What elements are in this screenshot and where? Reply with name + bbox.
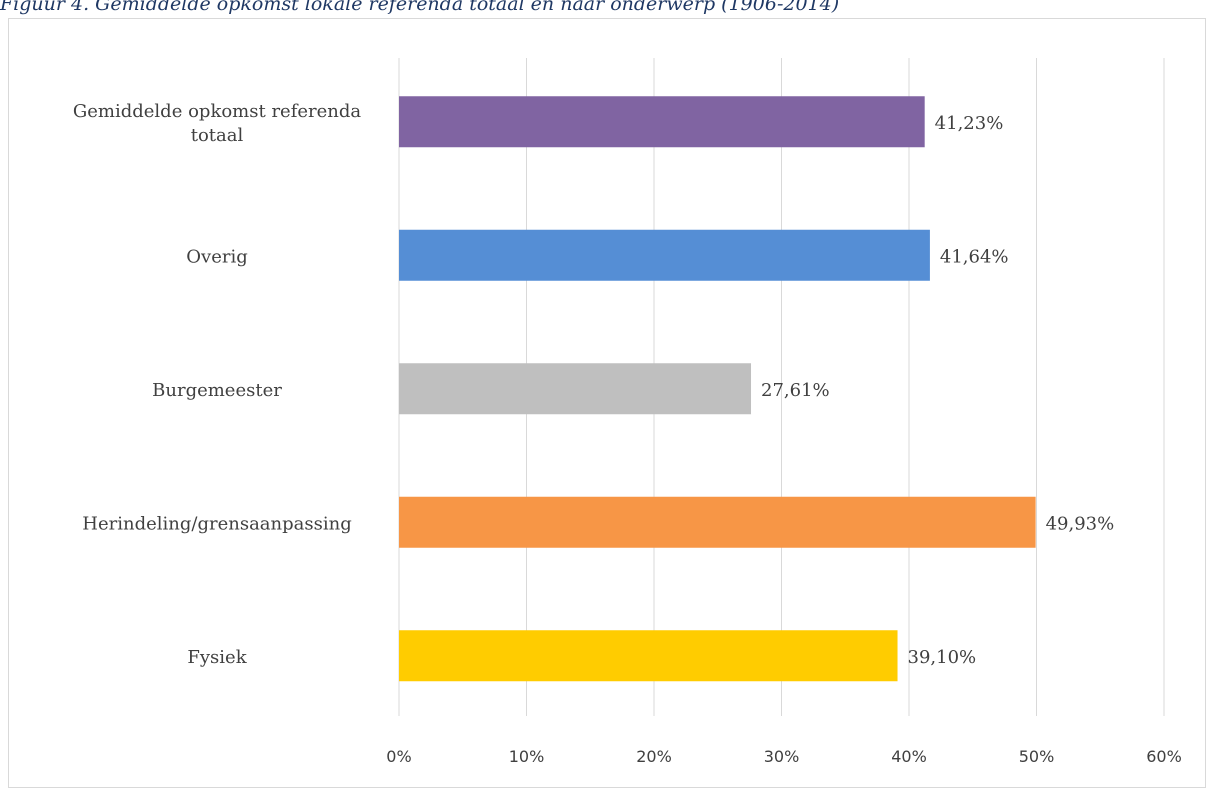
category-label-line: Herindeling/grensaanpassing: [82, 513, 351, 534]
x-tick-label: 10%: [509, 747, 545, 766]
figure-caption: Figuur 4. Gemiddelde opkomst lokale refe…: [0, 0, 840, 15]
category-label: Overig: [186, 246, 247, 267]
x-tick-label: 50%: [1019, 747, 1055, 766]
category-label: Gemiddelde opkomst referenda totaal: [73, 101, 362, 146]
category-label: Fysiek: [187, 647, 247, 668]
bar: [399, 96, 925, 148]
x-tick-label: 60%: [1146, 747, 1182, 766]
data-label: 41,23%: [935, 113, 1004, 134]
data-label: 39,10%: [908, 647, 977, 668]
category-label-line: Burgemeester: [152, 380, 282, 401]
x-tick-label: 30%: [764, 747, 800, 766]
bars: [399, 96, 1036, 682]
bar: [399, 496, 1036, 548]
bar: [399, 363, 752, 415]
category-label-line: Gemiddelde opkomst referenda: [73, 101, 362, 122]
x-tick-label: 40%: [891, 747, 927, 766]
x-tick-labels: 0% 10% 20% 30% 40% 50% 60%: [386, 747, 1181, 766]
category-label: Herindeling/grensaanpassing: [82, 513, 351, 534]
category-label-line: Fysiek: [187, 647, 247, 668]
x-tick-label: 20%: [636, 747, 672, 766]
data-labels: 41,23% 41,64% 27,61% 49,93% 39,10%: [761, 113, 1114, 668]
category-label-line: totaal: [191, 125, 244, 146]
category-label: Burgemeester: [152, 380, 282, 401]
data-label: 41,64%: [940, 246, 1009, 267]
category-label-line: Overig: [186, 246, 247, 267]
x-tick-label: 0%: [386, 747, 411, 766]
data-label: 27,61%: [761, 380, 830, 401]
bar: [399, 229, 930, 281]
category-labels: Gemiddelde opkomst referenda totaal Overig…: [73, 101, 362, 668]
bar: [399, 630, 898, 682]
data-label: 49,93%: [1046, 513, 1115, 534]
